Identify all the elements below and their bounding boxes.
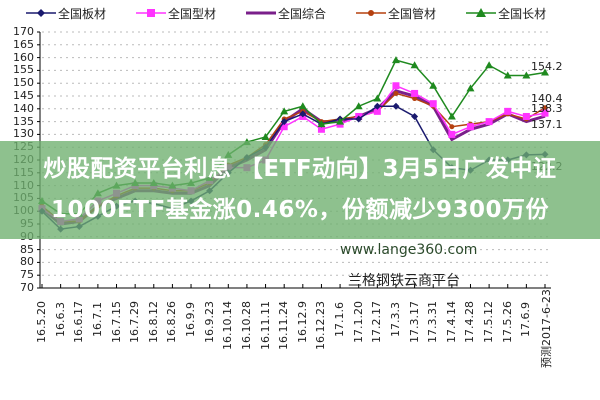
y-tick-label: 135 [13, 114, 34, 128]
legend-item: 全国型材 [136, 4, 216, 22]
x-tick-label: 16.11.24 [277, 300, 291, 350]
y-tick-label: 130 [13, 127, 34, 141]
legend-label: 全国管材 [388, 6, 437, 21]
x-tick-label: 16.7.29 [128, 301, 142, 344]
x-tick-label: 预测2017-6-23 [540, 289, 553, 369]
x-tick-label: 17.4.14 [444, 301, 458, 344]
x-tick-label: 17.1.20 [351, 301, 365, 344]
y-tick-label: 85 [20, 242, 34, 256]
x-tick-label: 16.12.9 [295, 301, 309, 344]
legend-label: 全国型材 [168, 6, 217, 21]
x-tick-label: 17.3.3 [388, 302, 402, 338]
x-tick-label: 17.1.6 [333, 302, 347, 338]
end-label-changcai: 154.2 [531, 60, 563, 73]
legend-label: 全国板材 [58, 6, 107, 21]
x-tick-label: 16.6.3 [53, 302, 67, 338]
y-tick-label: 145 [13, 89, 34, 102]
legend-marker-icon [466, 8, 497, 17]
legend-marker-icon [356, 10, 387, 16]
x-tick-label: 17.3.31 [426, 301, 440, 344]
legend-item: 全国管材 [356, 4, 436, 22]
legend-label: 全国综合 [278, 6, 327, 21]
watermark-name: 兰格钢铁云商平台 [348, 273, 460, 289]
end-label-guancai: 140.4 [531, 92, 563, 105]
x-tick-label: 16.7.15 [109, 301, 123, 344]
x-tick-label: 16.9.9 [184, 302, 198, 338]
x-tick-label: 16.8.12 [146, 301, 160, 344]
y-tick-label: 70 [20, 281, 34, 294]
legend-marker-icon [136, 9, 167, 17]
x-tick-label: 16.10.14 [221, 300, 235, 350]
x-tick-label: 16.6.17 [72, 301, 86, 344]
watermark-url: www.lange360.com [340, 242, 478, 258]
y-tick-label: 160 [13, 50, 34, 64]
x-tick-label: 16.10.28 [239, 300, 253, 350]
legend-marker-icon [246, 11, 277, 15]
x-tick-label: 16.9.23 [202, 301, 216, 344]
legend-item: 全国板材 [26, 4, 106, 22]
legend-item: 全国长材 [466, 4, 546, 22]
x-tick-label: 16.8.26 [165, 301, 179, 344]
legend-label: 全国长材 [498, 6, 547, 21]
x-tick-label: 16.7.1 [90, 302, 104, 338]
y-tick-label: 75 [20, 268, 34, 282]
legend-item: 全国综合 [246, 4, 326, 22]
y-tick-label: 155 [13, 63, 34, 77]
x-tick-label: 17.6.9 [519, 302, 533, 338]
x-tick-label: 16.5.20 [35, 301, 48, 344]
x-tick-label: 16.12.23 [314, 300, 328, 350]
y-tick-label: 140 [13, 101, 34, 115]
x-tick-label: 17.3.17 [407, 301, 421, 344]
legend-marker-icon [26, 9, 56, 17]
headline-banner: 炒股配资平台利息 【ETF动向】3月5日广发中证1000ETF基金涨0.46%，… [0, 141, 600, 239]
end-label-xingcai: 138.3 [531, 102, 563, 115]
x-tick-label: 17.2.17 [370, 301, 384, 344]
x-tick-label: 16.11.11 [258, 300, 272, 350]
chart-legend: 全国板材 全国型材 全国综合 全国管材 全国长材 [26, 4, 576, 22]
y-tick-label: 165 [13, 37, 34, 51]
x-tick-label: 17.4.28 [463, 301, 477, 344]
x-tick-label: 17.5.26 [500, 301, 514, 344]
headline-text: 炒股配资平台利息 【ETF动向】3月5日广发中证1000ETF基金涨0.46%，… [43, 156, 557, 223]
y-tick-label: 150 [13, 76, 34, 90]
end-label-zonghe: 137.1 [531, 118, 563, 131]
y-tick-label: 170 [13, 25, 34, 38]
x-tick-label: 17.5.12 [482, 301, 496, 344]
y-tick-label: 80 [20, 255, 34, 269]
